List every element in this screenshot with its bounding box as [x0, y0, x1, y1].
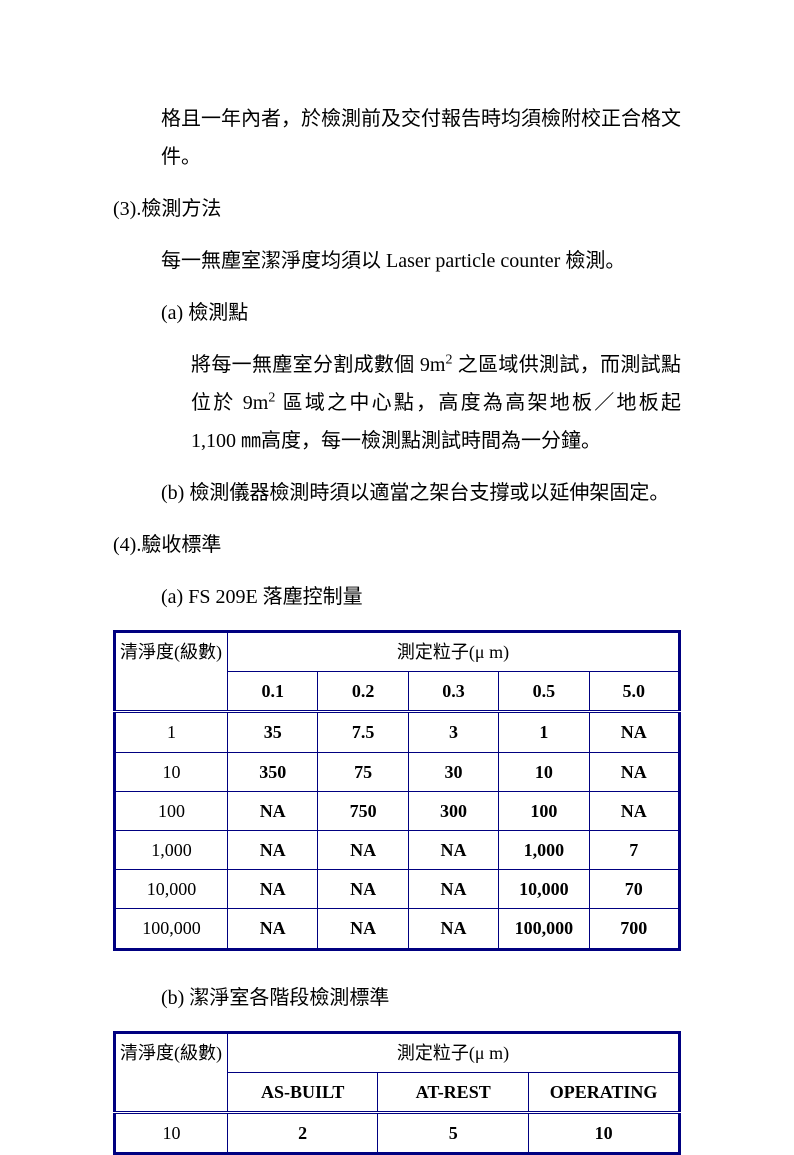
table-cell: 1	[499, 712, 589, 752]
table-cell: 700	[589, 909, 679, 949]
section-4-b-label: (b) 潔淨室各階段檢測標準	[113, 979, 681, 1017]
table-cell: NA	[408, 830, 498, 869]
table-cell: 750	[318, 791, 408, 830]
table-cell: 100,000	[115, 909, 228, 949]
table-cell: 3	[408, 712, 498, 752]
table-cell: NA	[589, 712, 679, 752]
table-subheader: AT-REST	[378, 1072, 529, 1112]
table-cell: 1,000	[499, 830, 589, 869]
table-cell: 70	[589, 870, 679, 909]
section-3-title: (3).檢測方法	[113, 190, 681, 228]
table-cell: 10,000	[115, 870, 228, 909]
table-cell: NA	[589, 791, 679, 830]
table-subheader: 0.2	[318, 672, 408, 712]
section-3-b: (b) 檢測儀器檢測時須以適當之架台支撐或以延伸架固定。	[113, 474, 681, 512]
table-header-particles: 測定粒子(μ m)	[228, 632, 680, 672]
table-cell: NA	[318, 870, 408, 909]
table-cell: 30	[408, 752, 498, 791]
table-1-wrap: 清淨度(級數)測定粒子(μ m)0.10.20.30.55.01357.531N…	[113, 630, 681, 951]
table-cell: NA	[408, 909, 498, 949]
section-4-a-label: (a) FS 209E 落塵控制量	[113, 578, 681, 616]
table-cell: 35	[228, 712, 318, 752]
table-cell: 350	[228, 752, 318, 791]
table-header-particles: 測定粒子(μ m)	[228, 1032, 680, 1072]
table-subheader: 0.5	[499, 672, 589, 712]
table-cell: 100,000	[499, 909, 589, 949]
section-3-a-label: (a) 檢測點	[113, 294, 681, 332]
table-cell: 100	[499, 791, 589, 830]
table-cell: NA	[228, 909, 318, 949]
table-cell: 1	[115, 712, 228, 752]
table-header-cleanliness: 清淨度(級數)	[115, 632, 228, 712]
table-cell: 1,000	[115, 830, 228, 869]
table-cell: 300	[408, 791, 498, 830]
table-cell: NA	[408, 870, 498, 909]
table-cell: 10,000	[499, 870, 589, 909]
table-cell: 2	[228, 1112, 378, 1153]
table-2-wrap: 清淨度(級數)測定粒子(μ m)AS-BUILTAT-RESTOPERATING…	[113, 1031, 681, 1155]
table-cell: 10	[499, 752, 589, 791]
section-4-title: (4).驗收標準	[113, 526, 681, 564]
table-cell: NA	[589, 752, 679, 791]
table-cell: 7	[589, 830, 679, 869]
table-cell: 7.5	[318, 712, 408, 752]
table-cell: NA	[318, 909, 408, 949]
table-subheader: 0.3	[408, 672, 498, 712]
section-3-line1: 每一無塵室潔淨度均須以 Laser particle counter 檢測。	[113, 242, 681, 280]
intro-paragraph: 格且一年內者，於檢測前及交付報告時均須檢附校正合格文件。	[113, 100, 681, 176]
table-cell: NA	[318, 830, 408, 869]
table-cell: 10	[115, 1112, 228, 1153]
text-frag: 將每一無塵室分割成數個 9m	[191, 354, 445, 376]
table-cell: 100	[115, 791, 228, 830]
table-cell: 75	[318, 752, 408, 791]
table-cell: 5	[378, 1112, 529, 1153]
table-cell: 10	[529, 1112, 680, 1153]
table-cell: NA	[228, 830, 318, 869]
table-cell: NA	[228, 791, 318, 830]
table-cell: 10	[115, 752, 228, 791]
table-stages: 清淨度(級數)測定粒子(μ m)AS-BUILTAT-RESTOPERATING…	[113, 1031, 681, 1155]
table-subheader: 5.0	[589, 672, 679, 712]
table-header-cleanliness: 清淨度(級數)	[115, 1032, 228, 1112]
section-3-a-body: 將每一無塵室分割成數個 9m2 之區域供測試，而測試點位於 9m2 區域之中心點…	[113, 346, 681, 460]
table-subheader: AS-BUILT	[228, 1072, 378, 1112]
table-subheader: 0.1	[228, 672, 318, 712]
table-cell: NA	[228, 870, 318, 909]
document-page: 格且一年內者，於檢測前及交付報告時均須檢附校正合格文件。 (3).檢測方法 每一…	[0, 0, 794, 1122]
table-subheader: OPERATING	[529, 1072, 680, 1112]
table-fs209e: 清淨度(級數)測定粒子(μ m)0.10.20.30.55.01357.531N…	[113, 630, 681, 951]
